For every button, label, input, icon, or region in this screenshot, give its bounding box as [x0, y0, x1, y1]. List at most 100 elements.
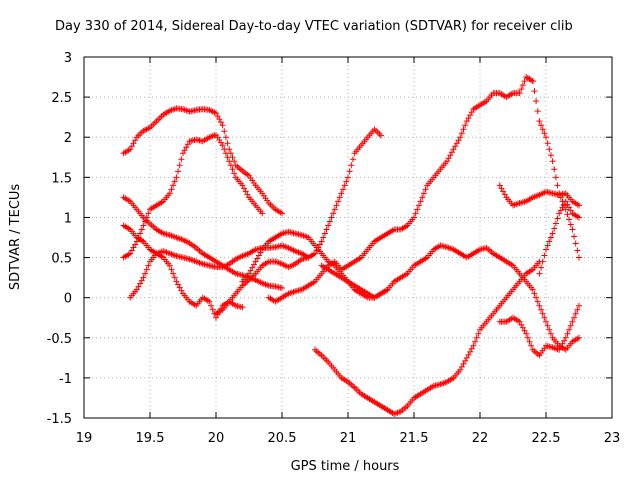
data-point: [468, 109, 475, 116]
data-point: [557, 343, 564, 350]
data-point: [559, 204, 566, 211]
data-point: [566, 204, 573, 211]
data-point: [457, 366, 464, 373]
data-point: [562, 334, 569, 341]
series-arc-8: [265, 74, 536, 305]
data-point: [259, 210, 266, 217]
data-point: [539, 310, 546, 317]
data-point: [217, 119, 224, 126]
x-tick-label: 22.5: [532, 431, 561, 446]
data-point: [546, 326, 553, 333]
series-arc-1: [120, 105, 285, 217]
data-point: [130, 244, 137, 251]
data-point: [133, 286, 140, 293]
data-point: [340, 186, 347, 193]
data-point: [132, 137, 139, 144]
data-point: [184, 141, 191, 148]
data-point: [554, 215, 561, 222]
data-point: [455, 137, 462, 144]
series-arc-13: [529, 78, 582, 261]
data-point: [221, 146, 228, 153]
data-point: [473, 334, 480, 341]
data-point: [328, 214, 335, 221]
data-point: [127, 146, 134, 153]
x-tick-label: 19: [76, 431, 93, 446]
data-point: [166, 190, 173, 197]
data-point: [414, 206, 421, 213]
data-point: [543, 318, 549, 325]
data-point: [173, 278, 180, 285]
axis-ticks: 19 19.5 20 20.5 21 21.5 22 22.5 23-1.5-1-0.500.5…: [47, 51, 621, 446]
data-point: [180, 150, 186, 157]
data-point: [539, 258, 546, 265]
data-point: [224, 140, 231, 147]
data-point: [566, 216, 573, 223]
data-point: [524, 334, 531, 341]
data-point: [137, 230, 144, 237]
x-tick-label: 23: [604, 431, 621, 446]
data-point: [226, 158, 233, 165]
data-point: [564, 211, 571, 218]
data-point: [346, 168, 353, 175]
data-point: [516, 318, 523, 325]
data-point: [467, 112, 474, 119]
data-point: [412, 210, 419, 217]
data-point: [547, 152, 554, 159]
data-point: [138, 226, 145, 233]
data-point: [222, 134, 229, 141]
data-point: [569, 318, 576, 325]
data-point: [572, 240, 579, 247]
data-point: [562, 206, 569, 213]
data-point: [183, 144, 190, 151]
data-point: [541, 130, 548, 137]
data-point: [227, 162, 234, 169]
data-point: [458, 130, 465, 137]
x-tick-label: 20.5: [268, 431, 297, 446]
data-point: [501, 191, 508, 198]
data-point: [128, 143, 135, 150]
data-point: [213, 110, 219, 117]
data-point: [460, 360, 467, 367]
y-tick-label: -1: [59, 372, 72, 387]
data-point: [206, 298, 213, 305]
data-point: [531, 88, 538, 95]
data-point: [472, 338, 479, 345]
grid: [84, 57, 612, 418]
data-point: [170, 182, 177, 189]
data-point: [145, 262, 152, 269]
data-point: [178, 156, 185, 163]
data-point: [279, 210, 285, 217]
data-point: [544, 242, 551, 249]
y-tick-label: 0.5: [51, 252, 72, 267]
data-point: [252, 258, 259, 265]
data-point: [538, 264, 545, 271]
data-point: [447, 152, 454, 159]
data-point: [279, 285, 285, 292]
data-point: [518, 86, 525, 93]
data-point: [529, 286, 536, 293]
x-tick-label: 20: [208, 431, 225, 446]
data-point: [127, 250, 134, 257]
series-arc-14: [536, 198, 582, 277]
data-point: [557, 207, 564, 214]
data-point: [171, 178, 178, 185]
data-point: [135, 283, 142, 290]
data-point: [536, 270, 543, 277]
data-point: [417, 198, 424, 205]
data-point: [419, 194, 426, 201]
plot-frame: [83, 56, 613, 419]
data-point: [345, 174, 351, 181]
data-point: [465, 115, 472, 122]
data-point: [556, 190, 563, 197]
data-point: [463, 118, 470, 125]
data-point: [457, 134, 464, 141]
data-point: [564, 330, 571, 337]
data-point: [250, 261, 257, 268]
data-point: [175, 168, 182, 175]
series-arc-6: [213, 126, 384, 317]
data-point: [533, 98, 540, 105]
data-point: [538, 122, 545, 129]
data-point: [574, 247, 581, 254]
data-point: [549, 230, 556, 237]
data-point: [557, 194, 564, 201]
